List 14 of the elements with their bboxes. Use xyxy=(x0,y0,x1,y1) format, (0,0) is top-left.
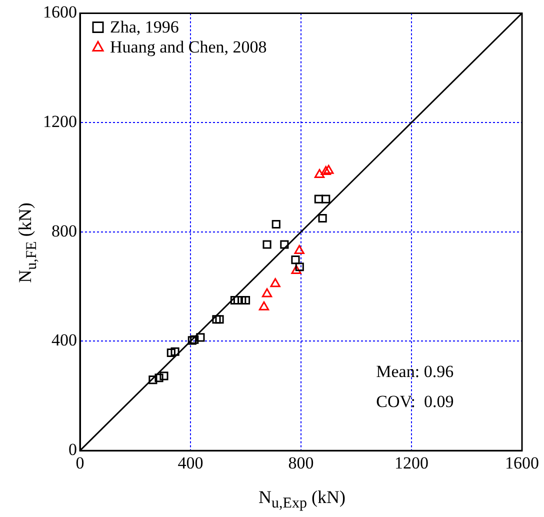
x-tick-label: 1200 xyxy=(394,453,428,472)
y-tick-label: 1200 xyxy=(43,112,77,132)
x-tick-label: 1600 xyxy=(505,453,539,472)
y-tick-label: 800 xyxy=(52,221,77,240)
annotation: COV: 0.09 xyxy=(376,392,454,412)
y-tick-label: 400 xyxy=(52,330,77,350)
annotation: Mean: 0.96 xyxy=(376,362,454,382)
legend-label: Zha, 1996 xyxy=(110,18,179,37)
x-tick-label: 800 xyxy=(288,453,314,472)
legend-label: Huang and Chen, 2008 xyxy=(110,38,267,57)
x-axis-title: N$_{u,Exp}$ (kN) xyxy=(258,487,346,513)
y-tick-label: 1600 xyxy=(43,2,77,22)
x-tick-label: 400 xyxy=(178,453,204,472)
y-tick-label: 0 xyxy=(68,440,77,460)
